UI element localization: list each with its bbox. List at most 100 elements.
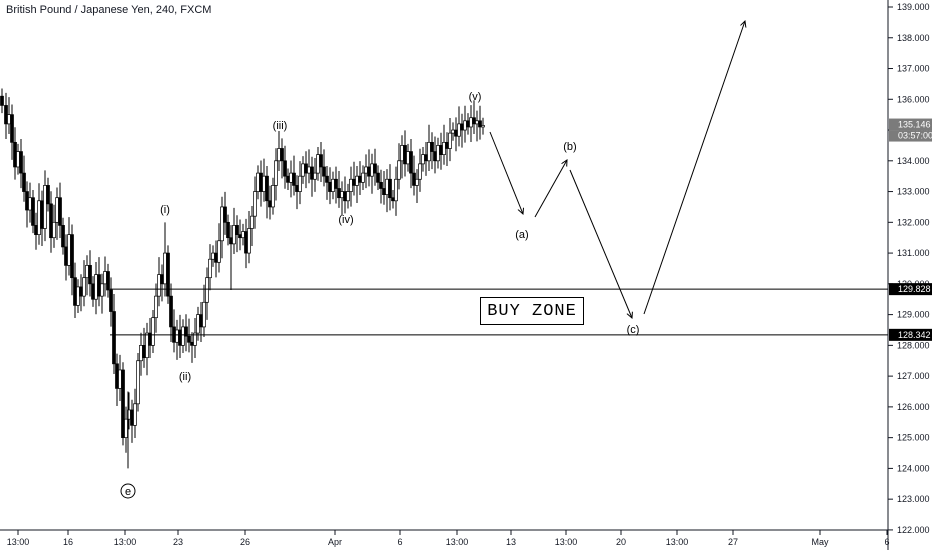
candle-body xyxy=(169,295,173,328)
countdown-tag: 03:57:00 xyxy=(898,131,932,141)
time-tick-label: 20 xyxy=(616,537,626,547)
candle-body xyxy=(313,172,317,180)
candle-body xyxy=(208,258,212,279)
candle-body xyxy=(4,105,8,125)
candle-body xyxy=(448,132,452,149)
candle-body xyxy=(19,151,23,174)
candle-body xyxy=(61,225,65,248)
time-tick-label: 6 xyxy=(397,537,402,547)
candle-body xyxy=(427,141,431,162)
candle-body xyxy=(67,234,71,266)
candle-body xyxy=(328,181,332,192)
candle-body xyxy=(307,166,311,174)
candle-body xyxy=(433,151,437,162)
candle-body xyxy=(247,228,251,254)
buy-zone-label: BUY ZONE xyxy=(480,297,584,325)
candle-body xyxy=(358,175,362,183)
candle-body xyxy=(217,240,221,263)
wave-label: (b) xyxy=(563,141,576,153)
candle-body xyxy=(382,188,386,195)
candle-body xyxy=(355,175,359,186)
candle-body xyxy=(97,274,101,297)
candle-body xyxy=(157,274,161,297)
candle-body xyxy=(283,160,287,177)
candle-body xyxy=(370,163,374,177)
candle-body xyxy=(70,234,74,279)
candle-body xyxy=(13,141,17,168)
upper-level-tag: 129.828 xyxy=(898,284,931,294)
wave-label: (i) xyxy=(160,204,170,216)
candle-body xyxy=(238,234,242,239)
candle-body xyxy=(436,145,440,162)
candle-body xyxy=(409,151,413,174)
projection-arrow xyxy=(569,169,632,318)
candle-body xyxy=(481,125,485,128)
candle-body xyxy=(319,154,323,168)
candle-body xyxy=(103,271,107,285)
candle-body xyxy=(478,120,482,128)
wave-label: (a) xyxy=(515,229,528,241)
candle-body xyxy=(166,252,170,297)
time-tick-label: 26 xyxy=(240,537,250,547)
candle-body xyxy=(130,409,134,426)
candle-body xyxy=(226,221,230,239)
candle-body xyxy=(373,163,377,174)
candle-body xyxy=(190,341,194,346)
candle-body xyxy=(340,191,344,199)
candle-body xyxy=(16,151,20,168)
candle-body xyxy=(214,252,218,263)
candle-body xyxy=(364,166,368,174)
candle-body xyxy=(295,185,299,192)
time-tick-label: 13:00 xyxy=(666,537,689,547)
candle-body xyxy=(94,274,98,300)
candle-body xyxy=(439,145,443,155)
candle-body xyxy=(325,175,329,183)
current-price-tag: 135.146 xyxy=(898,120,931,130)
candle-body xyxy=(0,95,4,106)
candle-body xyxy=(274,160,278,186)
candle-body xyxy=(376,172,380,183)
candle-body xyxy=(397,160,401,180)
candle-body xyxy=(79,286,83,297)
candle-body xyxy=(301,163,305,177)
candle-body xyxy=(424,154,428,162)
candle-body xyxy=(43,185,47,229)
wave-label: (iii) xyxy=(273,120,288,132)
candle-body xyxy=(46,185,50,205)
candle-body xyxy=(49,203,53,239)
candle-body xyxy=(379,181,383,189)
time-tick-label: 13:00 xyxy=(446,537,469,547)
candle-body xyxy=(244,231,248,254)
candle-body xyxy=(271,185,275,208)
candle-body xyxy=(331,178,335,192)
time-tick-label: Apr xyxy=(328,537,342,547)
candle-body xyxy=(76,286,80,306)
candle-body xyxy=(124,418,128,438)
candle-body xyxy=(352,178,356,186)
candle-body xyxy=(475,120,479,125)
candle-body xyxy=(286,175,290,183)
candle-body xyxy=(406,151,410,165)
time-tick-label: 16 xyxy=(63,537,73,547)
candle-body xyxy=(292,172,296,186)
candle-body xyxy=(10,114,14,143)
candle-body xyxy=(22,172,26,192)
price-tick-label: 134.000 xyxy=(897,156,930,166)
candle-body xyxy=(25,191,29,211)
price-axis[interactable]: 139.000138.000137.000136.000135.000134.0… xyxy=(887,0,930,550)
price-tick-label: 123.000 xyxy=(897,494,930,504)
candle-body xyxy=(289,172,293,183)
candlestick-series xyxy=(0,88,485,469)
price-tick-label: 126.000 xyxy=(897,402,930,412)
time-tick-label: 27 xyxy=(728,537,738,547)
candle-body xyxy=(175,329,179,343)
candle-body xyxy=(52,221,56,239)
candle-body xyxy=(262,175,266,192)
candle-body xyxy=(115,363,119,389)
time-tick-label: 13:00 xyxy=(555,537,578,547)
time-axis[interactable]: 13:00 16 13:00 23 26 Apr 6 13:00 13 13:00 20 13:00 2… xyxy=(0,529,890,547)
candle-body xyxy=(211,252,215,260)
candle-body xyxy=(154,295,158,319)
candle-body xyxy=(400,145,404,162)
